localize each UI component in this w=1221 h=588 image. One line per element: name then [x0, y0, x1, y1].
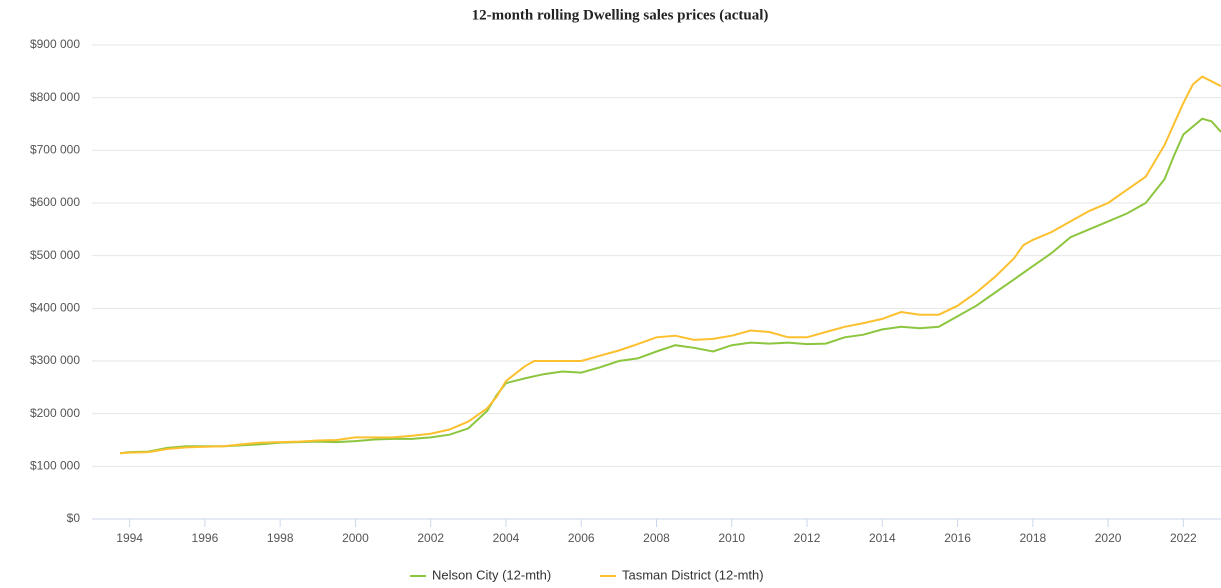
x-tick-label: 2016	[944, 531, 971, 545]
y-tick-label: $500 000	[30, 248, 80, 262]
x-tick-label: 1996	[192, 531, 219, 545]
y-tick-label: $800 000	[30, 90, 80, 104]
x-tick-label: 2006	[568, 531, 595, 545]
legend: Nelson City (12-mth) Tasman District (12-…	[410, 567, 764, 582]
legend-label: Nelson City (12-mth)	[432, 567, 551, 582]
x-tick-label: 2002	[417, 531, 444, 545]
series-line	[120, 75, 1221, 455]
y-tick-label: $100 000	[30, 459, 80, 473]
x-tick-label: 2014	[869, 531, 896, 545]
x-tick-label: 2012	[794, 531, 821, 545]
x-tick-label: 2020	[1095, 531, 1122, 545]
y-tick-label: $200 000	[30, 406, 80, 420]
y-tick-label: $300 000	[30, 353, 80, 367]
x-tick-label: 2000	[342, 531, 369, 545]
x-tick-label: 2010	[718, 531, 745, 545]
y-tick-label: $600 000	[30, 195, 80, 209]
series-line	[120, 117, 1221, 455]
y-tick-label: $400 000	[30, 301, 80, 315]
x-tick-label: 2004	[493, 531, 520, 545]
y-tick-label: $900 000	[30, 37, 80, 51]
y-tick-label: $700 000	[30, 143, 80, 157]
y-tick-label: $0	[67, 511, 81, 525]
legend-label: Tasman District (12-mth)	[622, 567, 764, 582]
x-tick-label: 1994	[116, 531, 143, 545]
x-tick-label: 2008	[643, 531, 670, 545]
x-tick-label: 2018	[1019, 531, 1046, 545]
x-tick-label: 1998	[267, 531, 294, 545]
x-tick-label: 2022	[1170, 531, 1197, 545]
chart-title: 12-month rolling Dwelling sales prices (…	[472, 7, 769, 23]
